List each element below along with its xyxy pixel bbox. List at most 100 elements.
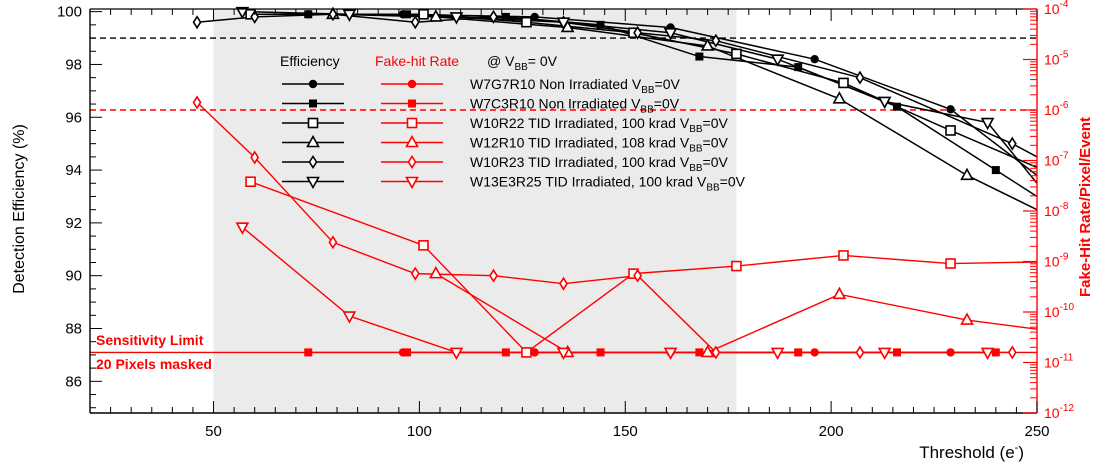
- fake-hit-point: [342, 311, 357, 324]
- efficiency-point: [328, 7, 338, 22]
- legend-efficiency-marker: [307, 117, 319, 129]
- fake-hit-point: [810, 348, 819, 357]
- pixels-masked-label: 20 Pixels masked: [96, 356, 212, 372]
- efficiency-point: [695, 52, 704, 61]
- legend-entry-label: W7G7R10 Non Irradiated VBB=0V: [470, 76, 681, 96]
- fake-hit-point: [838, 250, 849, 261]
- fake-hit-point: [559, 276, 568, 291]
- fake-hit-point: [945, 258, 956, 269]
- shaded-region: [213, 9, 737, 413]
- fake-hit-point: [960, 312, 974, 325]
- fake-hit-point: [1007, 345, 1017, 360]
- legend-header-efficiency: Efficiency: [280, 53, 340, 69]
- efficiency-point: [429, 9, 443, 22]
- efficiency-point: [192, 15, 202, 30]
- efficiency-point: [945, 125, 956, 136]
- right-tick-label: 10-5: [1044, 50, 1069, 68]
- fake-hit-point: [596, 348, 605, 357]
- y-tick-label: 92: [65, 215, 82, 232]
- fake-hit-point: [832, 286, 847, 300]
- y-tick-label: 90: [65, 268, 82, 285]
- fake-hit-point: [877, 347, 892, 361]
- fake-hit-point: [449, 347, 464, 361]
- fake-hit-point: [855, 345, 865, 360]
- fake-hit-point: [893, 348, 902, 357]
- legend-fake-hit-marker: [407, 155, 417, 169]
- fake-hit-point: [556, 347, 571, 361]
- fake-hit-line: [250, 181, 1037, 354]
- efficiency-point: [991, 166, 1000, 175]
- y-tick-label: 100: [57, 4, 82, 21]
- legend-fake-hit-marker: [405, 134, 419, 148]
- efficiency-point: [250, 9, 260, 24]
- x-tick-label: 150: [613, 423, 638, 440]
- efficiency-point: [556, 17, 571, 30]
- y-tick-label: 88: [65, 321, 82, 338]
- x-tick-label: 100: [407, 423, 432, 440]
- fake-hit-point: [418, 240, 429, 251]
- efficiency-point: [794, 63, 803, 72]
- legend-fake-hit-marker: [408, 99, 416, 108]
- fake-hit-point: [794, 348, 803, 357]
- legend-entry-label: W10R23 TID Irradiated, 100 krad VBB=0V: [470, 154, 728, 174]
- x-axis-title: Threshold (e-): [919, 442, 1024, 462]
- fake-hit-point: [731, 260, 742, 272]
- efficiency-point: [946, 105, 955, 114]
- x-tick-label: 50: [205, 423, 222, 440]
- fake-hit-point: [946, 348, 955, 357]
- fake-hit-point: [991, 348, 1000, 357]
- legend-fake-hit-marker: [406, 117, 418, 129]
- fake-hit-point: [235, 222, 250, 235]
- sensitivity-limit-label: Sensitivity Limit: [96, 332, 204, 348]
- fake-hit-point: [250, 150, 260, 165]
- right-tick-label: 10-4: [1044, 0, 1069, 17]
- y-axis-title-left: Detection Efficiency (%): [11, 124, 28, 294]
- x-tick-label: 200: [819, 423, 844, 440]
- efficiency-point: [418, 8, 429, 20]
- right-tick-label: 10-8: [1044, 201, 1069, 219]
- efficiency-point: [838, 77, 849, 89]
- right-tick-label: 10-11: [1044, 353, 1074, 371]
- fake-hit-point: [410, 266, 420, 281]
- fake-hit-point: [633, 268, 643, 283]
- fake-hit-point: [700, 344, 715, 358]
- fake-hit-point: [663, 347, 678, 361]
- legend-efficiency-marker: [308, 79, 318, 89]
- right-tick-label: 10-9: [1044, 252, 1069, 270]
- fake-hit-point: [711, 345, 721, 360]
- y-tick-label: 96: [65, 109, 82, 126]
- efficiency-point: [893, 102, 902, 111]
- legend-efficiency-marker: [306, 134, 320, 148]
- right-tick-label: 10-7: [1044, 151, 1069, 169]
- efficiency-point: [663, 27, 678, 41]
- efficiency-point: [810, 54, 819, 64]
- x-tick-label: 250: [1024, 423, 1049, 440]
- efficiency-point: [855, 70, 865, 85]
- right-tick-label: 10-12: [1044, 403, 1074, 421]
- fake-hit-point: [770, 347, 785, 361]
- legend-entry-label: W7C3R10 Non Irradiated VBB=0V: [470, 96, 680, 116]
- efficiency-point: [633, 25, 643, 40]
- y-tick-label: 98: [65, 56, 82, 73]
- fake-hit-point: [403, 348, 412, 357]
- efficiency-point: [521, 16, 532, 28]
- legend-entry-label: W13E3R25 TID Irradiated, 100 krad VBB=0V: [470, 174, 746, 194]
- y-axis-title-right: Fake-Hit Rate/Pixel/Event: [1077, 117, 1094, 297]
- efficiency-point: [877, 96, 892, 110]
- efficiency-point: [770, 54, 785, 67]
- fake-hit-point: [304, 348, 313, 357]
- fake-hit-line: [241, 226, 988, 354]
- efficiency-point: [449, 12, 464, 25]
- legend-entry-label: W12R10 TID Irradiated, 108 krad VBB=0V: [470, 135, 728, 155]
- legend-fake-hit-marker: [405, 176, 419, 190]
- efficiency-point: [700, 38, 715, 51]
- fake-hit-point: [245, 176, 256, 188]
- legend-fake-hit-marker: [407, 79, 417, 89]
- legend-header-condition: @ VBB= 0V: [487, 53, 558, 73]
- legend-entry-label: W10R22 TID Irradiated, 100 krad VBB=0V: [470, 115, 728, 135]
- efficiency-point: [235, 6, 250, 20]
- fake-hit-point: [530, 348, 539, 357]
- efficiency-point: [731, 48, 742, 60]
- fake-hit-point: [501, 348, 510, 357]
- efficiency-point: [304, 10, 313, 19]
